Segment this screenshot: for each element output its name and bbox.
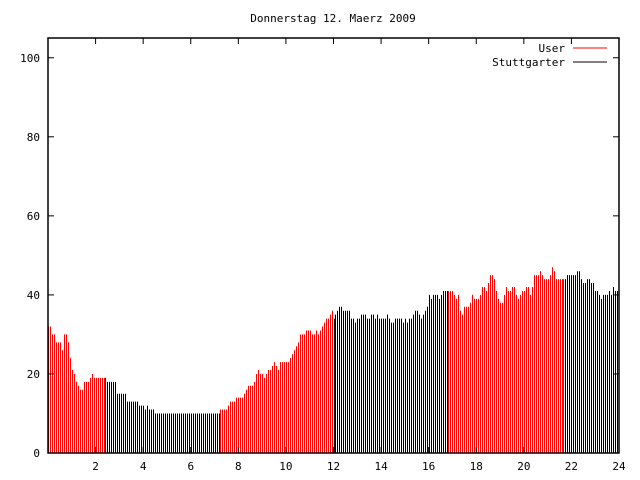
- legend: User Stuttgarter: [492, 42, 607, 69]
- y-tick-label: 40: [27, 289, 40, 302]
- y-tick-label: 60: [27, 210, 40, 223]
- bars: [48, 267, 618, 453]
- x-tick-label: 14: [374, 460, 388, 473]
- x-tick-label: 20: [517, 460, 530, 473]
- legend-label-stuttgarter: Stuttgarter: [492, 56, 565, 69]
- x-tick-label: 10: [279, 460, 292, 473]
- x-tick-label: 12: [327, 460, 340, 473]
- x-tick-label: 2: [92, 460, 99, 473]
- x-tick-label: 18: [470, 460, 483, 473]
- y-tick-label: 100: [20, 52, 40, 65]
- x-tick-label: 24: [612, 460, 626, 473]
- x-tick-label: 16: [422, 460, 435, 473]
- chart-title: Donnerstag 12. Maerz 2009: [250, 12, 416, 25]
- y-tick-label: 0: [33, 447, 40, 460]
- x-tick-label: 4: [140, 460, 147, 473]
- y-tick-label: 80: [27, 131, 40, 144]
- legend-label-user: User: [539, 42, 566, 55]
- x-tick-label: 8: [235, 460, 242, 473]
- y-tick-label: 20: [27, 368, 40, 381]
- x-tick-label: 22: [565, 460, 578, 473]
- x-tick-label: 6: [187, 460, 194, 473]
